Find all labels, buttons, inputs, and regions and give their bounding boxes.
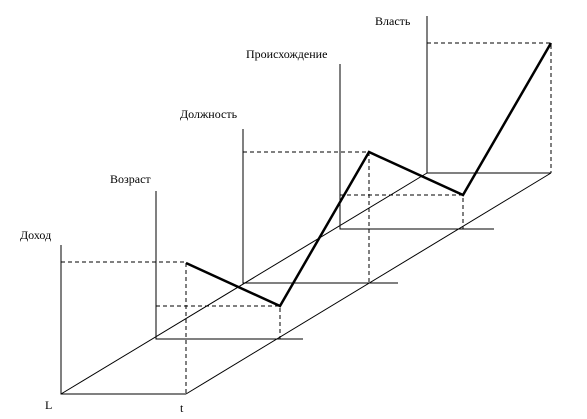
labels: Доход Возраст Должность Происхождение Вл… xyxy=(20,14,411,415)
axis-label: Происхождение xyxy=(246,47,327,61)
axes xyxy=(60,16,552,395)
projection xyxy=(61,261,187,394)
time-label: t xyxy=(180,401,184,415)
axis-label: Должность xyxy=(180,107,238,121)
diagonal-back xyxy=(60,172,428,395)
projections xyxy=(61,42,552,394)
axis-label: Доход xyxy=(20,228,51,242)
projection xyxy=(156,305,281,339)
axis-age xyxy=(155,191,303,340)
axis-label: Власть xyxy=(375,14,411,28)
axis-income xyxy=(60,245,186,395)
axis-origin xyxy=(339,64,494,230)
axis-label: Возраст xyxy=(110,172,151,186)
axis-position xyxy=(242,129,398,284)
diagonal-front xyxy=(185,172,552,395)
projection xyxy=(427,42,552,173)
trajectory xyxy=(185,42,553,308)
projection xyxy=(340,194,464,229)
origin-label: L xyxy=(45,398,52,412)
